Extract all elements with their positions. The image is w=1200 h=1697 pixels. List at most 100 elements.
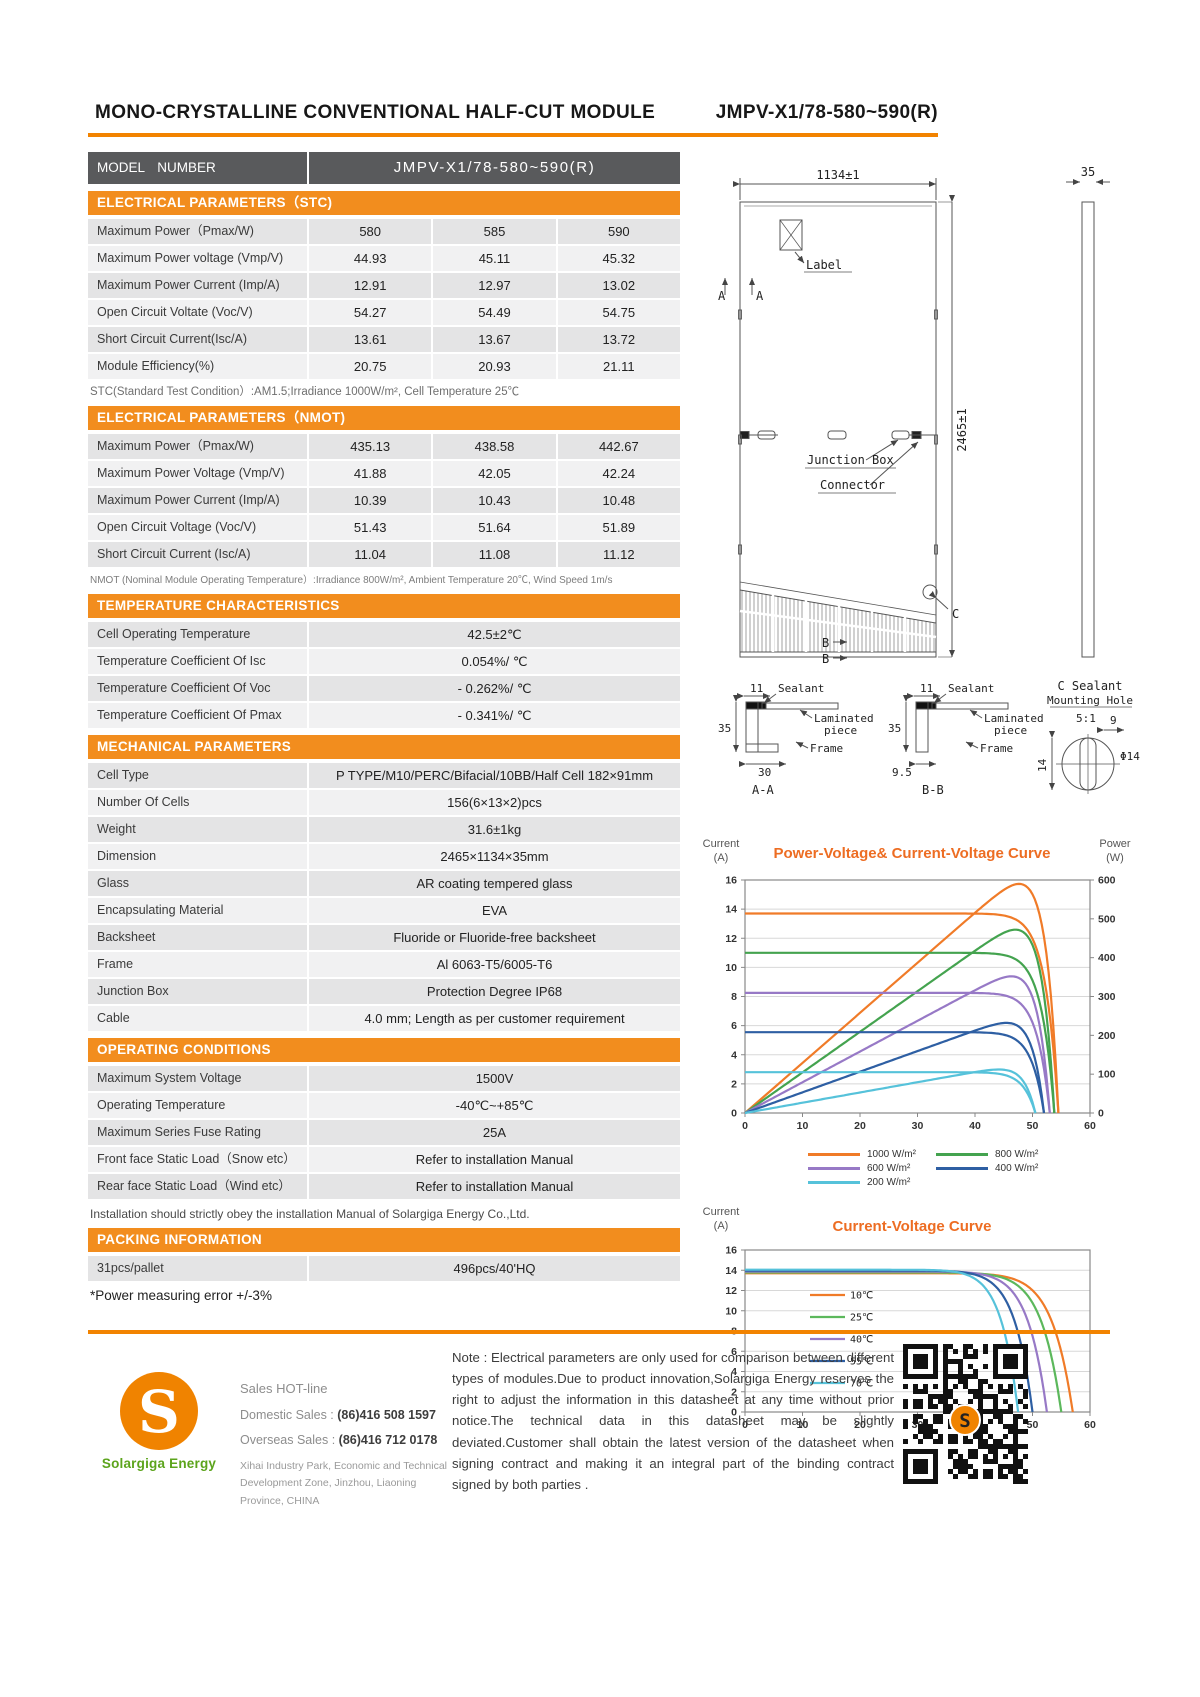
svg-text:4: 4 bbox=[731, 1049, 737, 1061]
table-row: Operating Temperature -40℃~+85℃ bbox=[88, 1093, 680, 1118]
row-value: 10.43 bbox=[433, 488, 556, 513]
table-row: Frame Al 6063-T5/6005-T6 bbox=[88, 952, 680, 977]
svg-text:12: 12 bbox=[725, 1285, 737, 1297]
table-row: Number Of Cells 156(6×13×2)pcs bbox=[88, 790, 680, 815]
row-label: 31pcs/pallet bbox=[88, 1256, 307, 1281]
row-label: Maximum Series Fuse Rating bbox=[88, 1120, 307, 1145]
svg-text:200: 200 bbox=[1098, 1030, 1116, 1042]
laminated-piece-bb bbox=[931, 702, 1009, 710]
row-value: 25A bbox=[309, 1120, 680, 1145]
junction-box-text: Junction Box bbox=[807, 453, 894, 467]
row-value: 156(6×13×2)pcs bbox=[309, 790, 680, 815]
table-row: Maximum Series Fuse Rating 25A bbox=[88, 1120, 680, 1145]
svg-text:0: 0 bbox=[731, 1108, 737, 1120]
row-label: Open Circuit Voltate (Voc/V) bbox=[88, 300, 307, 325]
aa-sealant: Sealant bbox=[778, 682, 824, 695]
table-row: Backsheet Fluoride or Fluoride-free backs… bbox=[88, 925, 680, 950]
row-value: 0.054%/ ℃ bbox=[309, 649, 680, 674]
bottom-divider bbox=[88, 1330, 1110, 1334]
table-row: Maximum Power Current (Imp/A) 10.39 10.43 1… bbox=[88, 488, 680, 513]
row-value: 51.64 bbox=[433, 515, 556, 540]
row-label: Cell Operating Temperature bbox=[88, 622, 307, 647]
aa-laminated: Laminated bbox=[814, 712, 874, 725]
pv-iv-curve-chart: 0 2 4 6 8 10 12 14 16 0 100 200 300 400 500 600 0 10 20 30 4… bbox=[725, 875, 1116, 1133]
svg-text:6: 6 bbox=[731, 1020, 737, 1032]
row-value: Al 6063-T5/6005-T6 bbox=[309, 952, 680, 977]
svg-text:10: 10 bbox=[725, 1305, 737, 1317]
svg-text:0: 0 bbox=[742, 1120, 748, 1132]
row-label: Temperature Coefficient Of Isc bbox=[88, 649, 307, 674]
row-label: Number Of Cells bbox=[88, 790, 307, 815]
row-value: AR coating tempered glass bbox=[309, 871, 680, 896]
brand-name: Solargiga Energy bbox=[101, 1456, 217, 1471]
aa-frame: Frame bbox=[810, 742, 843, 755]
table-row: Open Circuit Voltage (Voc/V) 51.43 51.64 51… bbox=[88, 515, 680, 540]
row-value: 590 bbox=[557, 219, 680, 244]
row-value: 4.0 mm; Length as per customer requireme… bbox=[309, 1006, 680, 1031]
iv-curve bbox=[745, 1031, 1046, 1114]
pv-curve bbox=[744, 1068, 1037, 1115]
row-value: 12.91 bbox=[309, 273, 432, 298]
table-row: Maximum Power Current (Imp/A) 12.91 12.97 1… bbox=[88, 273, 680, 298]
dim-phi14-text: Φ14 bbox=[1120, 750, 1140, 763]
legend-label: 600 W/m² bbox=[867, 1163, 911, 1174]
table-row: Temperature Coefficient Of Voc - 0.262%/ … bbox=[88, 676, 680, 701]
row-label: Encapsulating Material bbox=[88, 898, 307, 923]
table-row: Module Efficiency(%) 20.75 20.93 21.11 bbox=[88, 354, 680, 379]
row-label: Short Circuit Current (Isc/A) bbox=[88, 542, 307, 567]
nmot-note: NMOT (Nominal Module Operating Temperatu… bbox=[90, 575, 613, 586]
overseas-sales-line: Overseas Sales : (86)416 712 0178 bbox=[240, 1433, 438, 1447]
row-value: 11.08 bbox=[433, 542, 556, 567]
legend-label: 1000 W/m² bbox=[867, 1149, 916, 1160]
row-label: Cell Type bbox=[88, 763, 307, 788]
section-header-temperature: TEMPERATURE CHARACTERISTICS bbox=[88, 594, 680, 618]
svg-text:0: 0 bbox=[731, 1407, 737, 1419]
logo-letter: S bbox=[138, 1378, 180, 1446]
row-value: 438.58 bbox=[433, 434, 556, 459]
b-mark-text-2: B bbox=[822, 652, 829, 666]
row-value: 12.97 bbox=[433, 273, 556, 298]
row-label: Short Circuit Current(Isc/A) bbox=[88, 327, 307, 352]
row-value: 13.61 bbox=[309, 327, 432, 352]
company-address: Xihai Industry Park, Economic and Techni… bbox=[240, 1460, 447, 1507]
row-value: 54.75 bbox=[557, 300, 680, 325]
legend-item: 400 W/m² bbox=[936, 1162, 1064, 1175]
row-value: 20.75 bbox=[309, 354, 432, 379]
row-value: 54.27 bbox=[309, 300, 432, 325]
sales-hotline-title: Sales HOT-line bbox=[240, 1381, 328, 1396]
svg-text:60: 60 bbox=[1084, 1120, 1096, 1132]
chart1-legend: 1000 W/m² 800 W/m² 600 W/m² 400 W/m² 200 W/m… bbox=[808, 1148, 1108, 1189]
row-label: Maximum Power voltage (Vmp/V) bbox=[88, 246, 307, 271]
laminated-piece-aa bbox=[761, 702, 839, 710]
table-row: Short Circuit Current(Isc/A) 13.61 13.67 13… bbox=[88, 327, 680, 352]
svg-text:500: 500 bbox=[1098, 913, 1116, 925]
legend-label: 70℃ bbox=[850, 1379, 873, 1390]
module-technical-drawing: 1134±1 35 2465±1 Label A A Junction Box … bbox=[718, 165, 1140, 797]
iv-curve bbox=[745, 1071, 1037, 1114]
svg-text:300: 300 bbox=[1098, 991, 1116, 1003]
svg-text:40: 40 bbox=[969, 1120, 981, 1132]
row-value: 21.11 bbox=[557, 354, 680, 379]
row-value: - 0.341%/ ℃ bbox=[309, 703, 680, 728]
row-label: Maximum System Voltage bbox=[88, 1066, 307, 1091]
row-value: 42.5±2℃ bbox=[309, 622, 680, 647]
svg-text:S: S bbox=[959, 1410, 970, 1432]
disclaimer-note: Note : Electrical parameters are only us… bbox=[452, 1350, 894, 1492]
chart2-left-axis-label: Current (A) bbox=[702, 1206, 740, 1232]
legend-item: 800 W/m² bbox=[936, 1148, 1064, 1161]
legend-swatch bbox=[808, 1181, 860, 1184]
section-header-operating: OPERATING CONDITIONS bbox=[88, 1038, 680, 1062]
row-value: EVA bbox=[309, 898, 680, 923]
row-value: 51.43 bbox=[309, 515, 432, 540]
svg-text:600: 600 bbox=[1098, 875, 1116, 887]
table-row: Maximum Power（Pmax/W) 435.13 438.58 442.67 bbox=[88, 434, 680, 459]
row-value: 585 bbox=[433, 219, 556, 244]
svg-text:30: 30 bbox=[912, 1120, 924, 1132]
row-label: Maximum Power Current (Imp/A) bbox=[88, 273, 307, 298]
bb-dim-35: 35 bbox=[888, 722, 901, 735]
row-value: 442.67 bbox=[557, 434, 680, 459]
page-title-model: JMPV-X1/78-580~590(R) bbox=[715, 102, 938, 123]
row-label: Frame bbox=[88, 952, 307, 977]
row-label: Maximum Power Current (Imp/A) bbox=[88, 488, 307, 513]
